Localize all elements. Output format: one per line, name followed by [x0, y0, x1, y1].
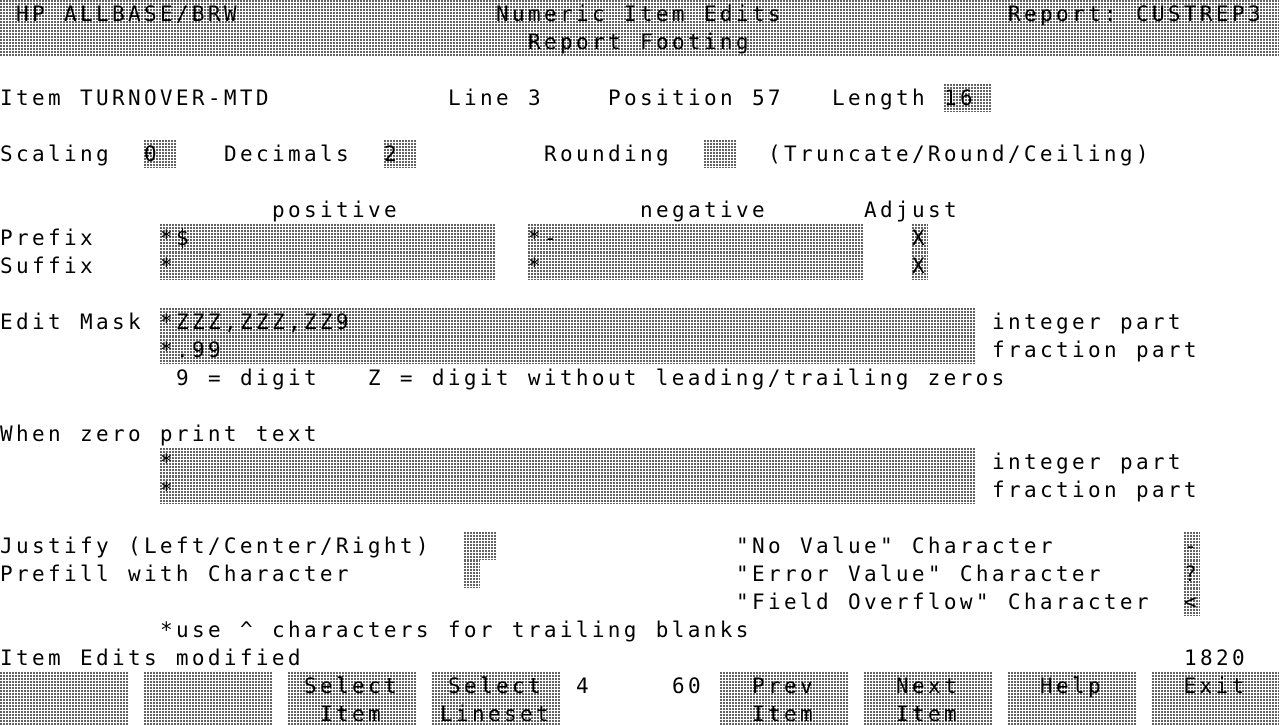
zero-text-label: When zero print text	[0, 422, 320, 446]
key-label-line2	[1008, 700, 1136, 725]
key-label-line1	[0, 672, 128, 700]
length-field[interactable]: 16	[944, 84, 992, 112]
status-code: 1820	[1184, 646, 1248, 670]
key-label-line1: Exit	[1183, 674, 1248, 698]
justify-field[interactable]	[464, 532, 496, 560]
prefix-positive-field[interactable]: *$	[160, 224, 496, 252]
edit-mask-hint: 9 = digit Z = digit without leading/trai…	[176, 366, 1008, 390]
select-lineset-key[interactable]: Select Lineset	[432, 672, 560, 725]
rounding-hint: (Truncate/Round/Ceiling)	[768, 142, 1152, 166]
no-value-label: "No Value" Character	[736, 534, 1056, 558]
line-label: Line 3	[448, 86, 544, 110]
field-overflow-field[interactable]: <	[1184, 588, 1200, 616]
key-label-line2	[1152, 700, 1279, 725]
key-row-value-a: 4	[576, 674, 592, 698]
item-label: Item TURNOVER-MTD	[0, 86, 272, 110]
header-bar: HP ALLBASE/BRW Numeric Item Edits Report…	[0, 0, 1279, 56]
zero-text-integer-label: integer part	[992, 450, 1184, 474]
suffix-negative-field[interactable]: *	[528, 252, 864, 280]
key-label-line1: Select	[448, 674, 544, 698]
no-value-field[interactable]: -	[1184, 532, 1200, 560]
prefix-adjust-field[interactable]: X	[912, 224, 928, 252]
suffix-positive-field[interactable]: *	[160, 252, 496, 280]
key-label-line2	[0, 700, 128, 725]
decimals-label: Decimals	[224, 142, 352, 166]
positive-header: positive	[272, 198, 400, 222]
suffix-label: Suffix	[0, 254, 96, 278]
error-value-label: "Error Value" Character	[736, 562, 1104, 586]
key-label-line2: Item	[896, 702, 960, 725]
prefill-field[interactable]	[464, 560, 480, 588]
edit-mask-fraction-field[interactable]: *.99	[160, 336, 976, 364]
edit-mask-fraction-label: fraction part	[992, 338, 1200, 362]
prefix-label: Prefix	[0, 226, 96, 250]
error-value-field[interactable]: ?	[1184, 560, 1200, 588]
edit-mask-integer-field[interactable]: *ZZZ,ZZZ,ZZ9	[160, 308, 976, 336]
function-key-f1[interactable]	[0, 672, 128, 725]
negative-header: negative	[640, 198, 768, 222]
key-label-line2: Item	[320, 702, 384, 725]
edit-mask-integer-label: integer part	[992, 310, 1184, 334]
zero-text-fraction-label: fraction part	[992, 478, 1200, 502]
key-label-line2: Lineset	[440, 702, 552, 725]
key-label-line1: Help	[1040, 674, 1104, 698]
prefill-label: Prefill with Character	[0, 562, 352, 586]
rounding-field[interactable]	[704, 140, 736, 168]
screen-title: Numeric Item Edits	[496, 2, 784, 26]
prefix-negative-field[interactable]: *-	[528, 224, 864, 252]
zero-text-integer-field[interactable]: *	[160, 448, 976, 476]
help-key[interactable]: Help	[1008, 672, 1136, 725]
key-label-line1: Prev	[752, 674, 816, 698]
position-label: Position 57	[608, 86, 784, 110]
scaling-field[interactable]: 0	[144, 140, 176, 168]
exit-key[interactable]: Exit	[1152, 672, 1279, 725]
key-row-value-b: 60	[672, 674, 704, 698]
justify-label: Justify (Left/Center/Right)	[0, 534, 432, 558]
suffix-adjust-field[interactable]: X	[912, 252, 928, 280]
function-key-f2[interactable]	[144, 672, 272, 725]
key-label-line1: Next	[896, 674, 960, 698]
next-item-key[interactable]: Next Item	[864, 672, 992, 725]
adjust-header: Adjust	[864, 198, 960, 222]
key-label-line1: Select	[304, 674, 400, 698]
report-name: Report: CUSTREP3	[1008, 2, 1264, 26]
key-label-line1	[144, 672, 272, 700]
zero-text-fraction-field[interactable]: *	[160, 476, 976, 504]
trailing-blanks-note: *use ^ characters for trailing blanks	[160, 618, 752, 642]
field-overflow-label: "Field Overflow" Character	[736, 590, 1152, 614]
key-label-line2: Item	[752, 702, 816, 725]
select-item-key[interactable]: Select Item	[288, 672, 416, 725]
rounding-label: Rounding	[544, 142, 672, 166]
length-label: Length	[832, 86, 928, 110]
screen-subtitle: Report Footing	[528, 30, 752, 54]
scaling-label: Scaling	[0, 142, 112, 166]
decimals-field[interactable]: 2	[384, 140, 416, 168]
edit-mask-label: Edit Mask	[0, 310, 144, 334]
status-message: Item Edits modified	[0, 646, 304, 670]
key-label-line2	[144, 700, 272, 725]
prev-item-key[interactable]: Prev Item	[720, 672, 848, 725]
app-name: HP ALLBASE/BRW	[16, 2, 240, 26]
